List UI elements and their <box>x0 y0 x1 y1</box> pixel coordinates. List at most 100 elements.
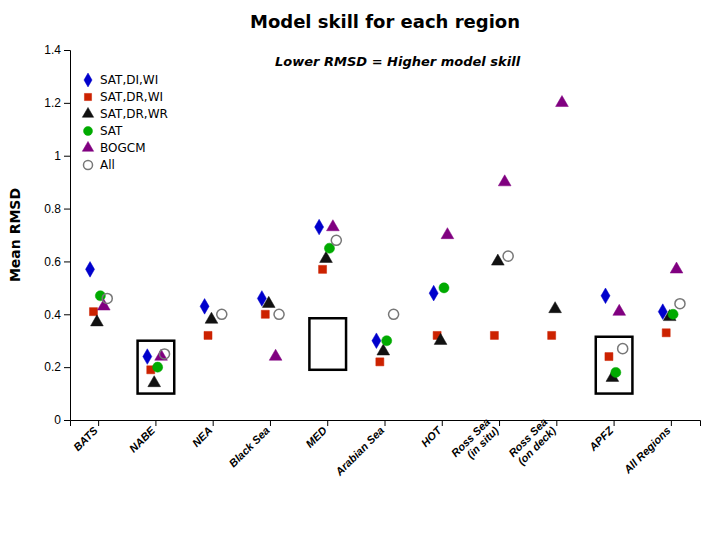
y-tick-label: 1 <box>54 149 61 163</box>
point <box>434 333 447 344</box>
point <box>102 293 112 303</box>
chart-container: 0 0.2 0.4 0.6 0.8 1 1.2 1.4 BATS NABE NEA Black Sea… <box>0 0 720 540</box>
point <box>372 333 381 349</box>
y-tick-label: 1.2 <box>44 96 61 110</box>
x-tick-label-line: Arabian Sea <box>332 424 386 478</box>
x-tick-mark <box>327 420 328 426</box>
legend-item: BOGCM <box>82 141 145 155</box>
x-tick-label-line: All Regions <box>621 424 673 476</box>
legend-symbol <box>82 107 93 117</box>
point <box>670 262 683 273</box>
x-tick: MED <box>303 420 329 450</box>
x-tick-mark <box>499 420 500 426</box>
series <box>86 219 668 364</box>
point <box>86 262 95 278</box>
marks <box>86 96 685 394</box>
y-tick-label: 0.2 <box>44 360 61 374</box>
x-tick-label: APFZ <box>586 423 616 453</box>
title: Model skill for each region <box>250 11 520 32</box>
x-tick-label-line: Black Sea <box>227 424 272 469</box>
x-tick: HOT <box>419 420 445 449</box>
x-tick-mark <box>155 420 156 426</box>
highlight-box <box>596 337 633 394</box>
highlight-box <box>138 341 175 394</box>
y-tick: 0.6 <box>44 255 70 269</box>
legend-label: SAT,DI,WI <box>100 73 158 87</box>
x-tick-mark <box>671 420 672 426</box>
subtitle: Lower RMSD = Higher model skill <box>275 54 521 69</box>
point <box>376 358 384 366</box>
point <box>159 349 169 359</box>
y-axis-line <box>64 51 71 421</box>
x-tick-label: MED <box>303 424 329 450</box>
point <box>204 331 212 339</box>
x-tick: Arabian Sea <box>332 420 386 478</box>
point <box>217 309 227 319</box>
legend-item: SAT,DR,WR <box>82 107 168 121</box>
point <box>205 312 218 323</box>
x-tick: NABE <box>127 420 158 455</box>
x-tick-label-line: NABE <box>127 424 158 455</box>
point <box>605 353 613 361</box>
legend-label: All <box>100 158 115 172</box>
point <box>143 349 152 365</box>
highlight-box <box>309 318 346 370</box>
point <box>548 331 556 339</box>
legend-symbol <box>84 73 92 87</box>
x-tick-label-line: MED <box>303 424 329 450</box>
series <box>91 251 676 386</box>
point <box>490 331 498 339</box>
legend-label: BOGCM <box>100 141 146 155</box>
point <box>91 315 104 326</box>
x-tick-label-line: HOT <box>419 423 445 449</box>
legend-item: SAT,DI,WI <box>84 73 158 87</box>
point <box>269 349 282 360</box>
x-tick: BATS <box>71 420 101 453</box>
y-tick-label: 0.4 <box>44 308 61 322</box>
x-tick: Black Sea <box>227 420 272 469</box>
legend-label: SAT <box>100 124 123 138</box>
point <box>97 299 110 310</box>
x-tick-mark <box>270 420 271 426</box>
point <box>315 219 324 235</box>
x-tick-mark <box>556 420 557 426</box>
y-tick-mark <box>64 156 70 157</box>
x-tick-label: All Regions <box>621 424 673 476</box>
x-tick-label: NEA <box>190 424 215 449</box>
legend-item: All <box>83 158 114 172</box>
plot-area: 0 0.2 0.4 0.6 0.8 1 1.2 1.4 BATS NABE NEA Black Sea… <box>44 43 700 478</box>
point <box>613 304 626 315</box>
point <box>662 329 670 337</box>
point <box>556 96 569 107</box>
legend: SAT,DI,WISAT,DR,WISAT,DR,WRSATBOGCMAll <box>82 73 168 172</box>
y-tick-mark <box>64 420 70 421</box>
point <box>601 288 610 304</box>
x-tick: NEA <box>190 420 215 449</box>
y-tick-label: 0.8 <box>44 202 61 216</box>
series <box>89 265 670 373</box>
x-tick-mark <box>213 420 214 426</box>
point <box>261 310 269 318</box>
point <box>274 309 284 319</box>
y-tick: 0.2 <box>44 360 70 374</box>
x-tick-mark <box>98 420 99 426</box>
point <box>382 336 392 346</box>
series <box>102 235 685 359</box>
y-tick: 0 <box>54 413 70 427</box>
x-tick-label: BATS <box>71 424 101 454</box>
legend-symbol <box>83 126 92 135</box>
x-tick-mark <box>442 420 443 426</box>
x-tick-mark <box>614 420 615 426</box>
point <box>675 299 685 309</box>
point <box>262 296 275 307</box>
point <box>611 367 621 377</box>
series <box>97 96 682 361</box>
legend-label: SAT,DR,WR <box>100 107 168 121</box>
point <box>429 285 438 301</box>
x-tick-mark <box>385 420 386 426</box>
point <box>491 254 504 265</box>
y-tick-mark <box>64 209 70 210</box>
y-tick: 1.4 <box>44 43 70 57</box>
y-tick-label: 1.4 <box>44 43 61 57</box>
y-tick-mark <box>64 103 70 104</box>
